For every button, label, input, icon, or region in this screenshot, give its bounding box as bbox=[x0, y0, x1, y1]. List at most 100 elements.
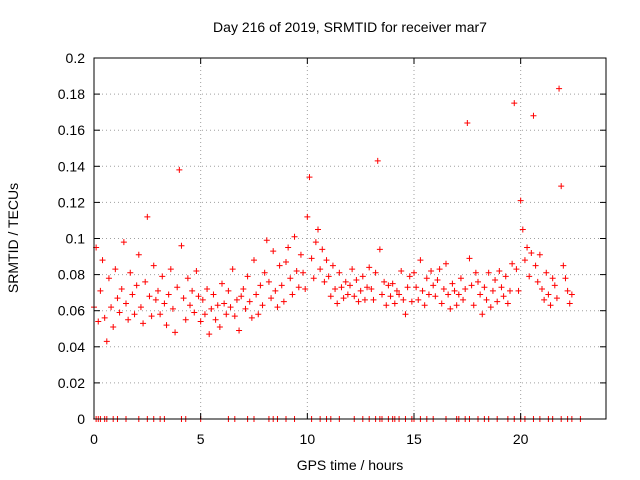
data-point bbox=[364, 284, 371, 291]
data-point bbox=[421, 302, 428, 309]
data-point bbox=[560, 262, 567, 269]
data-point bbox=[366, 264, 373, 271]
data-point bbox=[285, 244, 292, 251]
data-point bbox=[325, 273, 332, 280]
data-point bbox=[528, 249, 535, 256]
data-point bbox=[120, 239, 127, 246]
data-point bbox=[276, 262, 283, 269]
data-point bbox=[99, 257, 106, 264]
x-tick-label: 15 bbox=[406, 431, 422, 447]
data-point bbox=[223, 311, 230, 318]
data-point bbox=[97, 287, 104, 294]
data-point bbox=[532, 262, 539, 269]
data-point bbox=[108, 304, 115, 311]
data-point bbox=[197, 318, 204, 325]
data-point bbox=[184, 275, 191, 282]
data-point bbox=[229, 266, 236, 273]
data-point bbox=[417, 257, 424, 264]
data-point bbox=[169, 305, 176, 312]
data-point bbox=[423, 275, 430, 282]
x-tick-label: 20 bbox=[513, 431, 529, 447]
data-point bbox=[449, 280, 456, 287]
data-points bbox=[91, 85, 575, 345]
data-point bbox=[148, 313, 155, 320]
data-point bbox=[404, 284, 411, 291]
data-point bbox=[227, 304, 234, 311]
data-point bbox=[321, 278, 328, 285]
data-point bbox=[391, 300, 398, 307]
data-point bbox=[438, 300, 445, 307]
data-point bbox=[502, 273, 509, 280]
data-point bbox=[159, 273, 166, 280]
data-point bbox=[150, 262, 157, 269]
data-point bbox=[494, 298, 501, 305]
data-point bbox=[246, 298, 253, 305]
data-point bbox=[513, 266, 520, 273]
data-point bbox=[496, 267, 503, 274]
data-point bbox=[564, 287, 571, 294]
data-point bbox=[334, 300, 341, 307]
data-point bbox=[472, 269, 479, 276]
data-point bbox=[306, 174, 313, 181]
data-point bbox=[398, 267, 405, 274]
data-point bbox=[519, 226, 526, 233]
data-point bbox=[118, 286, 125, 293]
data-point bbox=[110, 323, 117, 330]
data-point bbox=[240, 286, 247, 293]
data-point bbox=[263, 237, 270, 244]
data-point bbox=[219, 280, 225, 287]
data-point bbox=[556, 85, 563, 92]
data-point bbox=[304, 213, 311, 220]
y-tick-label: 0.06 bbox=[58, 303, 85, 319]
data-point bbox=[436, 266, 443, 273]
data-point bbox=[370, 296, 377, 303]
data-point bbox=[466, 255, 473, 262]
data-point bbox=[568, 291, 575, 298]
data-point bbox=[251, 257, 257, 264]
data-point bbox=[347, 282, 353, 289]
data-point bbox=[95, 318, 102, 325]
data-point bbox=[221, 300, 228, 307]
y-tick-label: 0.12 bbox=[58, 194, 85, 210]
data-point bbox=[389, 280, 396, 287]
y-tick-label: 0.14 bbox=[58, 158, 85, 174]
data-point bbox=[135, 251, 142, 258]
data-point bbox=[374, 157, 381, 164]
data-point bbox=[180, 295, 187, 302]
data-point bbox=[259, 302, 266, 309]
data-point bbox=[105, 275, 112, 282]
x-axis: 0 5 10 15 20 bbox=[90, 58, 529, 447]
data-point bbox=[342, 278, 349, 285]
data-point bbox=[521, 257, 528, 264]
data-point bbox=[255, 311, 262, 318]
data-point bbox=[274, 304, 281, 311]
data-point bbox=[125, 316, 132, 323]
data-point bbox=[112, 266, 119, 273]
data-point bbox=[387, 293, 394, 300]
data-point bbox=[460, 296, 467, 303]
data-point bbox=[530, 112, 537, 119]
grid-lines bbox=[94, 58, 606, 419]
data-point bbox=[199, 296, 206, 303]
y-tick-label: 0.02 bbox=[58, 375, 85, 391]
data-point bbox=[551, 282, 558, 289]
data-point bbox=[524, 244, 531, 251]
data-point bbox=[161, 300, 168, 307]
data-point bbox=[189, 287, 196, 294]
data-point bbox=[300, 269, 307, 276]
data-point bbox=[487, 304, 494, 311]
data-point bbox=[278, 282, 285, 289]
data-point bbox=[443, 260, 449, 267]
y-tick-label: 0.16 bbox=[58, 122, 85, 138]
data-point bbox=[244, 273, 251, 280]
data-point bbox=[293, 267, 300, 274]
data-point bbox=[129, 291, 136, 298]
data-point bbox=[541, 296, 548, 303]
data-point bbox=[447, 305, 454, 312]
data-point bbox=[167, 266, 174, 273]
data-point bbox=[182, 316, 189, 323]
chart-title: Day 216 of 2019, SRMTID for receiver mar… bbox=[213, 19, 487, 35]
data-point bbox=[411, 269, 417, 276]
data-point bbox=[509, 260, 516, 267]
data-point bbox=[312, 239, 319, 246]
